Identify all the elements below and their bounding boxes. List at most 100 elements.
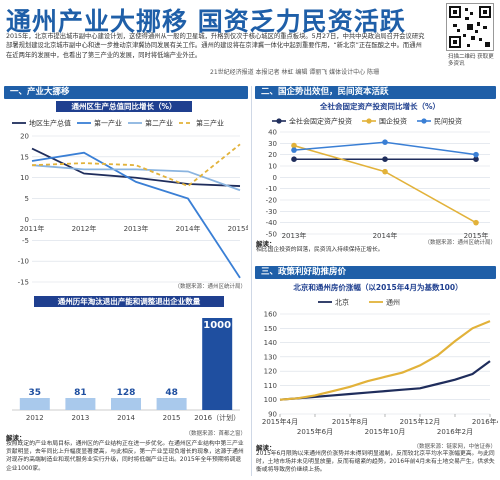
section-1-heading: 一、产业大挪移 (4, 86, 248, 99)
x-tick-label: 2013 (71, 414, 89, 422)
x-tick-label: 2013年 (124, 224, 149, 233)
legend-label: 第三产业 (196, 119, 224, 128)
data-point (291, 147, 297, 153)
legend-label: 地区生产总值 (29, 119, 71, 128)
section-2-heading: 二、国企势出效但，民间资本活跃 (255, 86, 496, 99)
bar (156, 398, 187, 410)
chart-2-title: 通州历年淘汰退出产能和调整退出企业数量 (34, 296, 224, 307)
qr-code[interactable] (446, 3, 494, 51)
qr-code-icon (449, 6, 491, 48)
bar (65, 398, 96, 410)
series-line (31, 147, 241, 187)
x-tick-label: 2015年12月 (400, 417, 441, 426)
qr-caption: 扫描二维码 获取更多资讯 (448, 54, 494, 67)
x-tick-label: 2014 (117, 414, 135, 422)
page-title: 通州产业大挪移 国资乏力民资活跃 (6, 7, 406, 36)
x-tick-label: 2012年 (72, 224, 97, 233)
data-point (382, 168, 388, 175)
y-tick-label: 20 (268, 151, 277, 159)
chart-3-title: 全社会固定资产投资同比增长（%） (319, 102, 440, 111)
chart-1-source: （数据来源：通州区统计局） (174, 284, 246, 290)
column-divider (251, 86, 252, 476)
byline: 21世纪经济报道 本报记者 林虹 编辑 谭丽飞 媒体设计中心 陈珊 (210, 69, 380, 76)
x-tick-label: 2013年 (282, 231, 307, 240)
x-tick-label: 2014年 (373, 231, 398, 240)
bar (111, 398, 141, 410)
data-point (473, 156, 479, 162)
x-tick-label: 2015年 (228, 224, 248, 233)
data-point (382, 139, 388, 145)
series-line (279, 320, 491, 401)
series-line (31, 164, 241, 192)
x-tick-label: 2012 (26, 414, 44, 422)
chart-2-source: （数据来源：首都之窗） (185, 431, 246, 437)
y-tick-label: 10 (20, 174, 29, 182)
bar-value-label: 48 (165, 388, 178, 398)
capacity-exit-bar-chart: 35 2012 81 2013 128 2014 48 2015 1000 2016（计划） (12, 318, 240, 422)
bar-value-label: 128 (117, 388, 136, 398)
chart-4-title: 北京和通州房价涨幅（以2015年4月为基数100） (293, 283, 463, 292)
y-tick-label: -10 (266, 185, 277, 193)
y-tick-label: -50 (266, 231, 277, 239)
legend-marker (276, 118, 282, 124)
bar (202, 318, 233, 410)
section-3-note: 2015年6月限购以来通州房价涨势并未得到明显遏制，反而较北京平均水平涨幅更高。… (256, 451, 495, 474)
bar-value-label: 1000 (203, 320, 231, 331)
gdp-growth-chart: 20 15 10 5 0 -5 -10 -15 2011年 2012年 2013年 2014年 2015… (12, 119, 248, 287)
y-tick-label: -30 (266, 208, 277, 216)
y-tick-label: 140 (264, 339, 277, 347)
legend-label: 第二产业 (145, 119, 173, 128)
y-tick-label: -5 (22, 237, 29, 245)
section-3-note-title: 解读： (256, 444, 276, 452)
series-line (31, 151, 241, 279)
y-tick-label: 0 (25, 216, 29, 224)
x-tick-label: 2011年 (20, 224, 45, 233)
x-tick-label: 2016年2月 (437, 427, 473, 436)
x-tick-label: 2015年 (464, 231, 489, 240)
data-point (291, 142, 297, 149)
bar-value-label: 35 (29, 388, 42, 398)
section-2-note-title: 解读： (256, 240, 276, 248)
x-tick-label: 2015年10月 (365, 427, 406, 436)
y-tick-label: 5 (25, 195, 29, 203)
legend-label: 通州 (386, 298, 400, 307)
x-tick-label: 2015年4月 (262, 417, 298, 426)
fixed-asset-investment-chart: 40 30 20 10 0 -10 -20 -30 -40 -50 2013年 2014年 2015年 全… (266, 117, 490, 240)
legend-label: 全社会固定资产投资 (289, 117, 352, 126)
y-tick-label: 0 (273, 174, 277, 182)
x-tick-label: 2016（计划） (194, 413, 240, 422)
y-tick-label: 130 (264, 353, 277, 361)
y-tick-label: -15 (18, 279, 29, 287)
section-1-note: 按照既定的产业布局目标，通州区的产业结构正在进一步优化。在通州区产业结构中第三产… (6, 441, 244, 472)
y-tick-label: 15 (20, 153, 29, 161)
y-tick-label: 30 (268, 140, 277, 148)
series-line (279, 360, 491, 401)
data-point (382, 156, 388, 162)
section-2-note: 相比国企投资的回落，民资流入持续保持正增长。 (256, 247, 384, 253)
y-tick-label: 20 (20, 133, 29, 141)
section-3-heading: 三、政策利好助推房价 (255, 266, 496, 279)
chart-3-source: （数据来源：通州区统计局） (424, 240, 496, 246)
x-tick-label: 2015 (163, 414, 181, 422)
y-tick-label: 110 (264, 382, 277, 390)
legend-marker (366, 118, 372, 124)
y-tick-label: 40 (268, 129, 277, 137)
x-tick-label: 2016年4月 (472, 417, 498, 426)
data-point (291, 156, 297, 162)
legend-label: 国企投资 (379, 117, 407, 126)
y-tick-label: -20 (266, 197, 277, 205)
y-tick-label: 160 (264, 311, 277, 319)
legend-label: 北京 (335, 298, 349, 307)
bar (19, 398, 50, 410)
legend-label: 民间投资 (434, 117, 462, 126)
legend-label: 第一产业 (94, 119, 122, 128)
y-tick-label: 100 (264, 396, 277, 404)
y-tick-label: 120 (264, 368, 277, 376)
housing-price-chart: 160 150 140 130 120 110 100 90 北京 通州 2015年4月 2015年8… (262, 298, 498, 437)
x-tick-label: 2015年8月 (332, 417, 368, 426)
y-tick-label: 150 (264, 325, 277, 333)
y-tick-label: 10 (268, 163, 277, 171)
bar-value-label: 81 (74, 388, 87, 398)
x-tick-label: 2015年6月 (297, 427, 333, 436)
chart-1-title: 通州区生产总值同比增长（%） (56, 101, 192, 112)
